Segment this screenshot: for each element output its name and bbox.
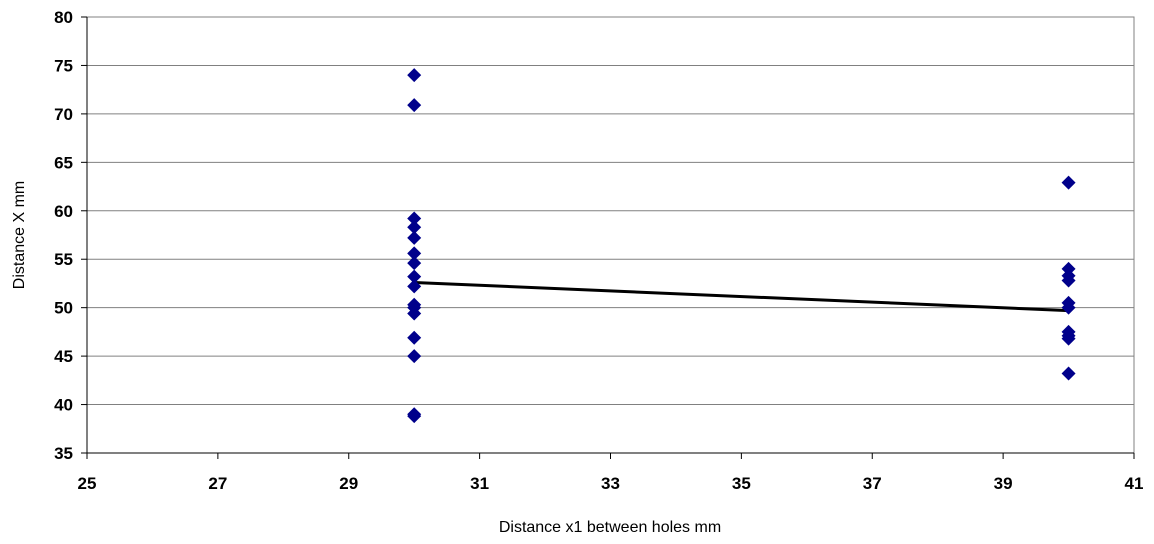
- y-tick-label: 45: [54, 347, 73, 366]
- y-tick-labels: 35 40 45 50 55 60 65 70 75 80: [54, 8, 87, 463]
- data-point: [407, 409, 422, 424]
- data-point: [407, 230, 422, 245]
- x-tick-label: 37: [863, 474, 882, 493]
- x-tick-label: 31: [470, 474, 489, 493]
- data-point: [407, 98, 422, 113]
- y-tick-label: 35: [54, 444, 73, 463]
- trendline: [414, 280, 1069, 313]
- x-tick-label: 29: [339, 474, 358, 493]
- y-tick-label: 60: [54, 202, 73, 221]
- x-tick-label: 39: [994, 474, 1013, 493]
- y-tick-label: 50: [54, 299, 73, 318]
- data-point: [407, 211, 422, 226]
- axes: [86, 17, 1134, 454]
- y-tick-label: 65: [54, 153, 73, 172]
- trendline-group: [414, 280, 1069, 313]
- y-tick-label: 40: [54, 396, 73, 415]
- data-point: [407, 279, 422, 294]
- data-point: [1061, 366, 1076, 381]
- x-tick-label: 41: [1125, 474, 1144, 493]
- gridlines: [87, 16, 1134, 406]
- x-tick-labels: 25 27 29 31 33 35 37 39 41: [78, 453, 1144, 493]
- y-axis-title: Distance X mm: [11, 181, 28, 289]
- x-tick-label: 33: [601, 474, 620, 493]
- data-point: [407, 330, 422, 345]
- data-point: [1061, 175, 1076, 190]
- y-tick-label: 75: [54, 56, 73, 75]
- data-point: [407, 256, 422, 271]
- data-point: [407, 349, 422, 364]
- x-tick-label: 27: [208, 474, 227, 493]
- x-tick-label: 35: [732, 474, 751, 493]
- data-point: [1061, 300, 1076, 315]
- data-point: [407, 68, 422, 83]
- x-tick-label: 25: [78, 474, 97, 493]
- y-tick-label: 80: [54, 8, 73, 27]
- data-point: [407, 306, 422, 321]
- data-point: [407, 220, 422, 235]
- plot-area: [86, 16, 1135, 454]
- x-axis-title: Distance x1 between holes mm: [499, 519, 721, 536]
- y-tick-label: 55: [54, 250, 73, 269]
- data-points: [407, 68, 1076, 424]
- data-point: [407, 269, 422, 284]
- y-tick-label: 70: [54, 105, 73, 124]
- data-point: [1061, 331, 1076, 346]
- data-point: [1061, 273, 1076, 288]
- data-point: [407, 246, 422, 261]
